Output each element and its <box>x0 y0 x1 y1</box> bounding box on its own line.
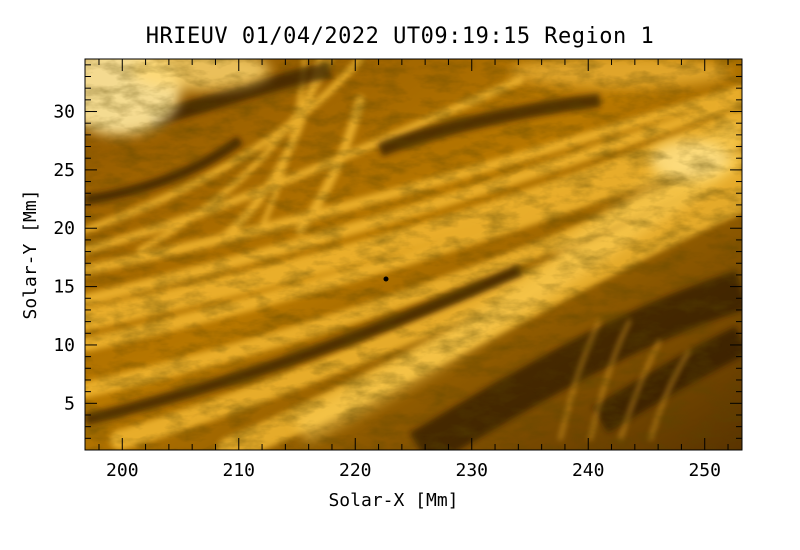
x-tick-label: 220 <box>339 460 372 481</box>
y-tick-label: 30 <box>53 102 75 123</box>
x-tick-label: 250 <box>688 460 721 481</box>
euv-image <box>85 59 742 450</box>
y-tick-label: 15 <box>53 277 75 298</box>
plot-frame <box>84 58 743 451</box>
x-tick-label: 200 <box>106 460 139 481</box>
x-tick-label: 240 <box>572 460 605 481</box>
x-tick-label: 210 <box>223 460 256 481</box>
x-tick-label: 230 <box>455 460 488 481</box>
axes: 200 210 220 230 240 250 5 10 15 20 25 30 Solar-X [Mm… <box>20 59 742 511</box>
y-tick-label: 20 <box>53 218 75 239</box>
figure-title: HRIEUV 01/04/2022 UT09:19:15 Region 1 <box>145 24 655 49</box>
y-tick-label: 10 <box>53 335 75 356</box>
x-axis-title: Solar-X [Mm] <box>328 490 458 511</box>
y-tick-label: 25 <box>53 160 75 181</box>
y-tick-label: 5 <box>64 393 75 414</box>
y-axis-title: Solar-Y [Mm] <box>20 189 41 319</box>
